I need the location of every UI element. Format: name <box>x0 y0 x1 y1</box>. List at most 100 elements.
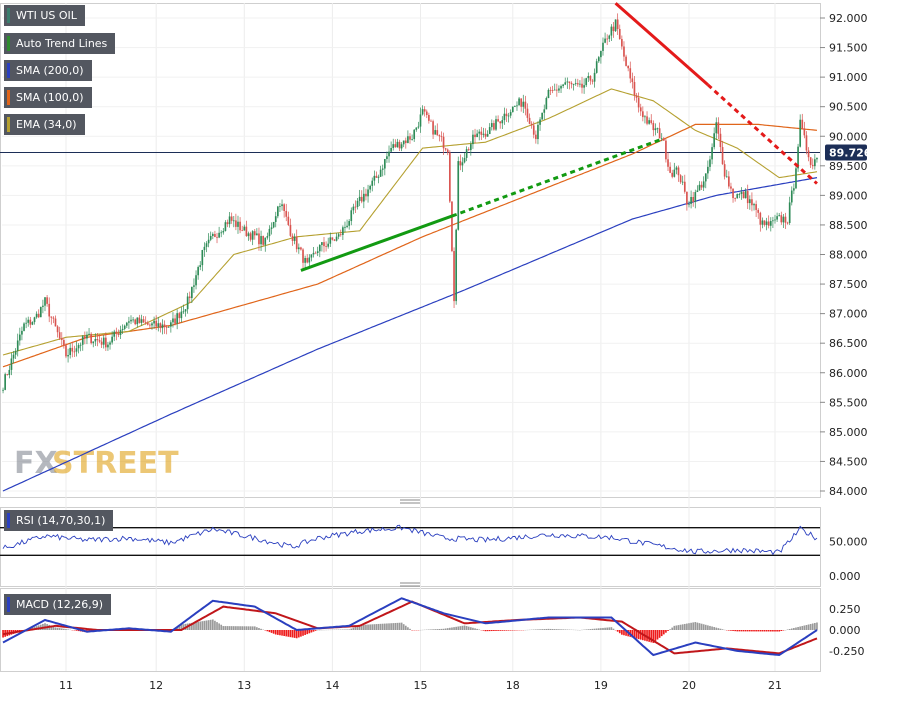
rsi-label-text: RSI (14,70,30,1) <box>16 514 105 527</box>
macd-histogram-bar <box>294 630 296 638</box>
macd-histogram-bar <box>768 630 770 631</box>
rsi-label[interactable]: RSI (14,70,30,1) <box>4 510 113 531</box>
legend-item-wti[interactable]: WTI US OIL <box>4 5 85 26</box>
macd-histogram-bar <box>684 624 686 630</box>
macd-histogram-bar <box>697 623 699 630</box>
macd-histogram-bar <box>258 628 260 630</box>
legend-item-ema34[interactable]: EMA (34,0) <box>4 114 85 135</box>
macd-histogram-bar <box>346 629 348 630</box>
macd-histogram-bar <box>455 627 457 630</box>
macd-histogram-bar <box>661 630 663 636</box>
x-tick-label: 20 <box>682 679 696 692</box>
candle <box>512 106 514 112</box>
macd-histogram-bar <box>682 624 684 630</box>
macd-histogram-bar <box>808 624 810 630</box>
macd-histogram-bar <box>741 630 743 631</box>
watermark: FX STREET <box>14 446 179 481</box>
macd-histogram-bar <box>197 622 199 630</box>
macd-histogram-bar <box>699 623 701 630</box>
macd-histogram-bar <box>311 630 313 632</box>
macd-histogram-bar <box>283 630 285 636</box>
macd-histogram-bar <box>730 630 732 631</box>
macd-histogram-bar <box>640 630 642 640</box>
macd-histogram-bar <box>57 628 59 630</box>
macd-histogram-bar <box>365 625 367 630</box>
macd-histogram-bar <box>550 629 552 630</box>
watermark-street: STREET <box>52 446 179 481</box>
macd-histogram-bar <box>485 630 487 631</box>
macd-histogram-bar <box>686 624 688 630</box>
macd-histogram-bar <box>298 630 300 637</box>
x-tick-label: 11 <box>59 679 73 692</box>
macd-histogram-bar <box>233 626 235 630</box>
candle <box>262 236 264 247</box>
macd-histogram-bar <box>495 630 497 631</box>
macd-histogram-bar <box>483 630 485 631</box>
macd-histogram-bar <box>590 629 592 630</box>
macd-histogram-bar <box>271 630 273 633</box>
macd-histogram-bar <box>621 630 623 635</box>
macd-histogram-bar <box>596 628 598 630</box>
macd-histogram-bar <box>772 630 774 631</box>
legend-label: Auto Trend Lines <box>16 37 107 50</box>
macd-histogram-bar <box>592 629 594 630</box>
macd-histogram-bar <box>432 629 434 630</box>
macd-histogram-bar <box>655 630 657 641</box>
macd-histogram-bar <box>229 626 231 630</box>
macd-histogram-bar <box>218 623 220 630</box>
macd-histogram-bar <box>449 628 451 630</box>
macd-label-text: MACD (12,26,9) <box>16 598 103 611</box>
macd-histogram-bar <box>783 630 785 631</box>
macd-histogram-bar <box>300 630 302 637</box>
macd-histogram-bar <box>210 620 212 630</box>
macd-histogram-bar <box>59 628 61 630</box>
macd-histogram-bar <box>239 626 241 630</box>
macd-histogram-bar <box>466 626 468 630</box>
y-tick-label: 89.000 <box>829 189 868 202</box>
x-tick-label: 15 <box>413 679 427 692</box>
macd-histogram-bar <box>243 626 245 630</box>
macd-histogram-bar <box>367 625 369 630</box>
macd-histogram-bar <box>451 627 453 630</box>
macd-histogram-bar <box>678 625 680 630</box>
macd-histogram-bar <box>499 630 501 631</box>
macd-histogram-bar <box>673 626 675 630</box>
legend-item-sma100[interactable]: SMA (100,0) <box>4 87 92 108</box>
y-tick-label: 89.500 <box>829 160 868 173</box>
y-tick-label: 85.000 <box>829 426 868 439</box>
macd-histogram-bar <box>613 629 615 630</box>
macd-histogram-bar <box>61 628 63 630</box>
rsi-splitter-handle[interactable] <box>400 500 420 503</box>
macd-histogram-bar <box>816 622 818 630</box>
candle <box>65 343 67 358</box>
candle <box>40 307 42 318</box>
macd-histogram-bar <box>453 627 455 630</box>
macd-histogram-bar <box>560 629 562 630</box>
last-price-tag: 89.726 <box>829 146 872 159</box>
macd-histogram-bar <box>296 630 298 638</box>
macd-histogram-bar <box>472 628 474 630</box>
macd-histogram-bar <box>793 628 795 630</box>
macd-histogram-bar <box>285 630 287 636</box>
macd-histogram-bar <box>736 630 738 631</box>
macd-histogram-bar <box>797 627 799 630</box>
macd-histogram-bar <box>753 630 755 631</box>
macd-histogram-bar <box>713 627 715 630</box>
legend-item-trend-lines[interactable]: Auto Trend Lines <box>4 33 115 54</box>
macd-histogram-bar <box>812 623 814 630</box>
macd-histogram-bar <box>722 629 724 630</box>
macd-histogram-bar <box>199 622 201 630</box>
macd-histogram-bar <box>671 628 673 630</box>
macd-histogram-bar <box>600 628 602 630</box>
macd-histogram-bar <box>709 626 711 630</box>
macd-histogram-bar <box>308 630 310 633</box>
macd-histogram-bar <box>216 622 218 630</box>
y-tick-label: 84.500 <box>829 455 868 468</box>
macd-histogram-bar <box>608 627 610 630</box>
macd-histogram-bar <box>552 629 554 630</box>
macd-histogram-bar <box>715 628 717 630</box>
legend-item-sma200[interactable]: SMA (200,0) <box>4 60 92 81</box>
macd-label[interactable]: MACD (12,26,9) <box>4 594 111 615</box>
macd-histogram-bar <box>778 630 780 632</box>
macd-histogram-bar <box>380 624 382 630</box>
